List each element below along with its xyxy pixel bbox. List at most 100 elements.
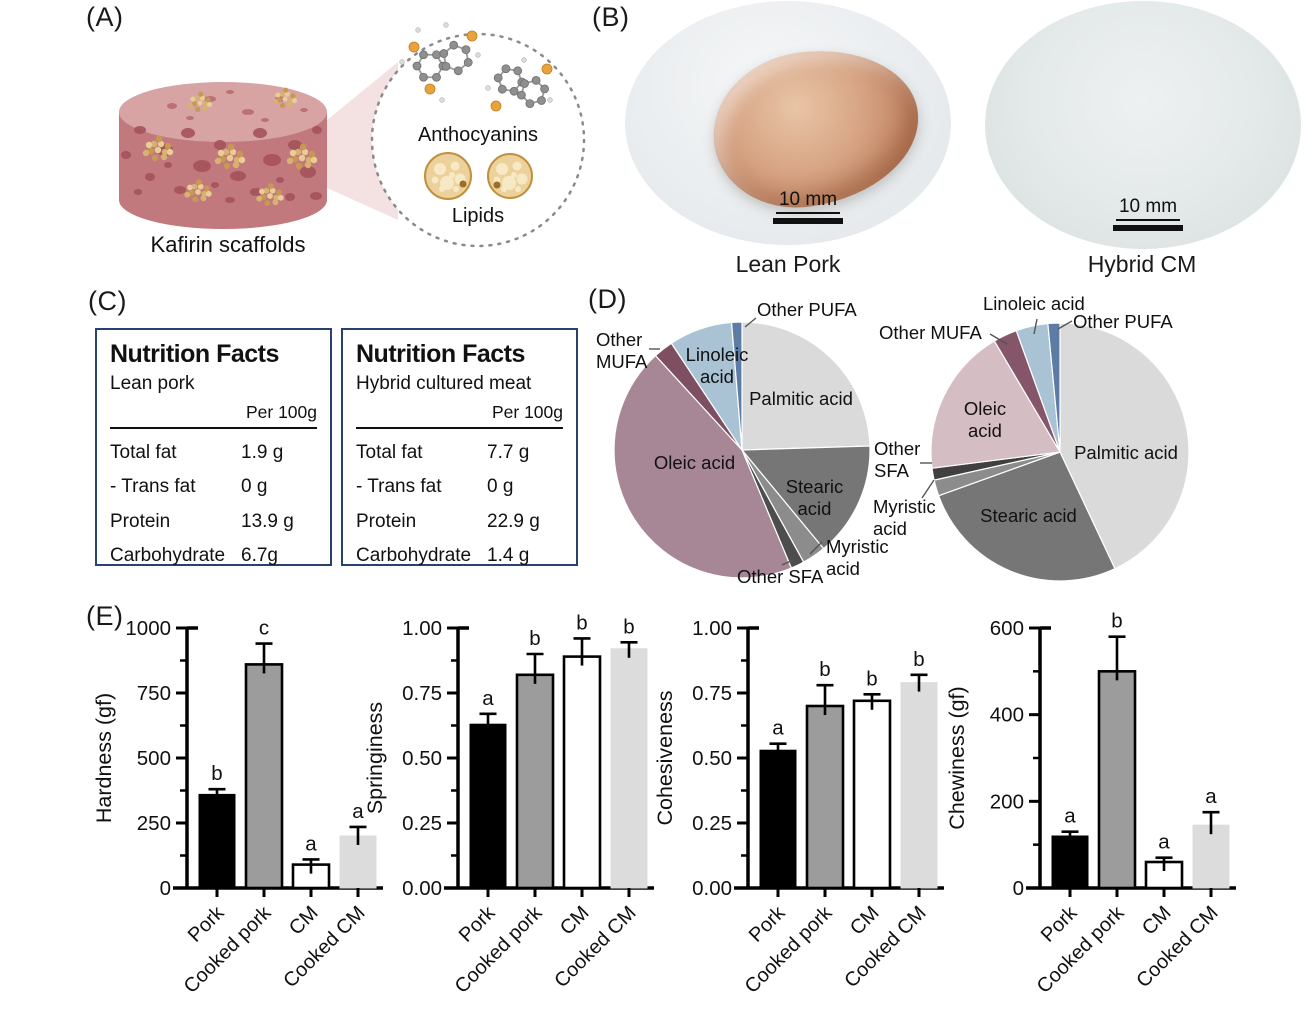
lipid-cluster-dot <box>275 92 281 98</box>
hydrogen-atom <box>521 57 527 63</box>
scalebar-bar <box>773 218 843 224</box>
x-category-label: Cooked pork <box>1033 901 1129 997</box>
lipid-cluster-dot <box>226 154 234 162</box>
lipid-cluster-dot <box>236 150 244 158</box>
lean-pork-scalebar: 10 mm <box>733 189 883 224</box>
significance-letter: b <box>1111 610 1122 633</box>
fatty-acid-pie-charts <box>613 317 1190 582</box>
x-category-label: Cooked pork <box>451 901 547 997</box>
y-tick-label: 0.75 <box>692 682 732 705</box>
scaffold-pore <box>214 140 226 150</box>
carbon-atom <box>531 76 541 85</box>
panel-a: Kafirin scaffolds Anthocyanins Lipids <box>80 0 600 285</box>
lipid-cluster-dot <box>157 140 165 148</box>
oxygen-atom <box>541 63 553 75</box>
lipid-cluster-dot <box>268 183 274 189</box>
panel-a-label: (A) <box>86 2 124 32</box>
nutrition-subtitle: Lean pork <box>110 373 195 394</box>
lipid-cluster-dot <box>200 195 207 202</box>
lipid-cluster-dot <box>223 162 231 170</box>
pie-label-stearic-left: Stearic acid <box>785 476 844 519</box>
lipid-droplet-bubble <box>434 163 446 175</box>
lipid-cluster-dot <box>195 106 201 112</box>
lipid-cluster-dot <box>276 189 282 196</box>
row-label: Protein <box>110 510 171 532</box>
lipid-cluster-dot <box>145 141 153 149</box>
lipid-cluster-dot <box>227 143 235 151</box>
leader-line <box>1057 320 1073 330</box>
hydrogen-atom <box>439 97 445 103</box>
lipid-cluster-dot <box>276 97 282 103</box>
panel-d-label: (D) <box>588 284 627 314</box>
lipid-droplet-bubble <box>453 186 459 192</box>
lipid-cluster-dot <box>256 195 263 202</box>
y-tick-label: 500 <box>137 747 171 770</box>
lipid-cluster-dot <box>199 95 205 101</box>
lipid-droplet-bubble <box>439 186 445 192</box>
lipid-cluster-dot <box>191 183 198 190</box>
springiness-bar-chart: 0.000.250.500.751.00SpringinessaPorkbCoo… <box>363 611 654 998</box>
row-value: 0 g <box>487 476 514 497</box>
carbon-atom <box>520 79 529 88</box>
lipid-cluster-dot <box>272 98 278 104</box>
lipid-droplet-bubble <box>516 173 528 185</box>
anthocyanins-label: Anthocyanins <box>417 124 539 146</box>
row-label: - Trans fat <box>110 476 196 497</box>
scalebar-label: 10 mm <box>775 189 841 214</box>
y-axis-title: Hardness (gf) <box>92 693 116 823</box>
table-row: Carbohydrate 6.7g <box>110 545 317 567</box>
scaffold-pore <box>186 116 194 120</box>
carbon-atom <box>525 99 535 108</box>
significance-letter: c <box>259 617 269 640</box>
pie-label-palmitic-left: Palmitic acid <box>749 388 853 409</box>
panel-e-label: (E) <box>86 601 124 631</box>
lipid-droplet-bubble <box>496 163 508 175</box>
oxygen-atom <box>424 83 436 95</box>
hybrid-cm-scalebar-inner: 10 mm <box>1073 196 1223 231</box>
pie-label-myristic-right: Myristic acid <box>873 496 936 539</box>
x-category-label: CM <box>1138 902 1176 940</box>
significance-letter: b <box>866 667 877 690</box>
lipid-cluster-dot <box>284 91 290 97</box>
lipid-cluster-dot <box>304 161 312 169</box>
lipid-cluster-dot <box>191 101 197 107</box>
scaffold-pore <box>312 126 322 134</box>
scaffold-caption: Kafirin scaffolds <box>150 232 306 257</box>
scaffold-pore <box>276 177 284 183</box>
pie-label-other-sfa-left: Other SFA <box>737 566 824 587</box>
lipid-droplet-bubble <box>449 172 455 178</box>
lipid-cluster-dot <box>289 149 297 157</box>
hybrid-cm-fatty-acid-pie-slice-stearic-acid <box>937 451 1116 582</box>
x-category-label: Cooked pork <box>741 901 837 997</box>
leader-line <box>809 541 823 555</box>
lean-pork-fatty-acid-pie-slice-stearic-acid <box>740 445 871 550</box>
lipid-cluster-dot <box>164 142 172 150</box>
lean-pork-fatty-acid-pie-slice-oleic-acid <box>613 354 793 579</box>
carbon-atom <box>432 50 441 60</box>
scaffold-pore <box>164 162 172 168</box>
significance-letter: a <box>1158 831 1170 854</box>
lipid-cluster-dot <box>238 156 246 164</box>
pie-label-other-sfa-right: Other SFA <box>874 438 921 481</box>
hybrid-cm-fatty-acid-pie-slice-other-pufa <box>1047 322 1061 453</box>
lipid-cluster-dot <box>198 91 204 97</box>
carbon-atom <box>517 90 526 100</box>
bar-cooked-cm <box>610 648 648 889</box>
significance-letter: a <box>1205 785 1217 808</box>
row-value: 0 g <box>241 476 268 497</box>
bar-pork <box>198 793 236 889</box>
nutrition-title: Nutrition Facts <box>110 340 279 368</box>
scaffold-pore <box>145 173 155 181</box>
lipid-cluster-dot <box>197 100 203 106</box>
nutrition-subtitle: Hybrid cultured meat <box>356 373 532 394</box>
leader-line <box>781 559 794 566</box>
scaffold-pore <box>226 90 234 94</box>
table-row: - Trans fat 0 g <box>356 476 563 498</box>
lipid-cluster-dot <box>290 93 296 99</box>
carbon-atom <box>419 50 428 60</box>
y-tick-label: 0 <box>1013 877 1024 900</box>
nutrition-table-lean-pork: Nutrition Facts Lean pork Per 100g Total… <box>95 328 332 566</box>
y-tick-label: 0.00 <box>402 877 442 900</box>
carbon-atom <box>493 73 503 83</box>
